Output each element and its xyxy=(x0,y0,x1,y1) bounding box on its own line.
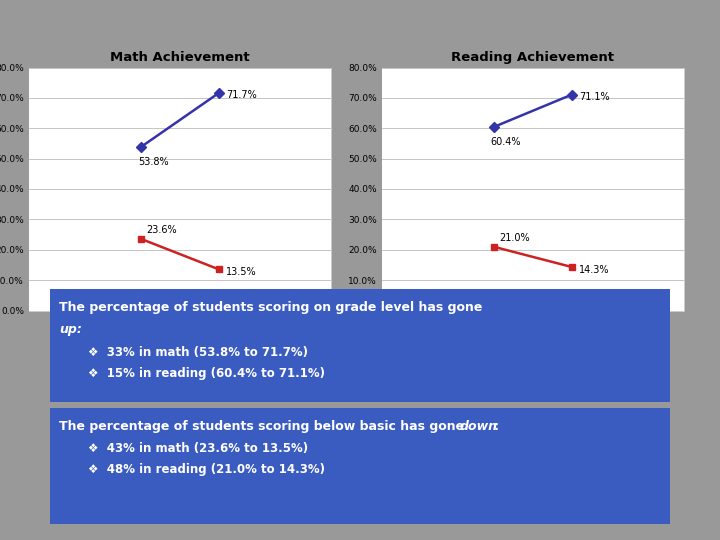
Reading Adv/Prof xyxy=(490,124,498,130)
Line: Math Below Basic: Math Below Basic xyxy=(138,235,222,273)
Text: 21.0%: 21.0% xyxy=(499,233,530,243)
Reading Below Basic xyxy=(567,264,576,271)
Text: ❖  43% in math (23.6% to 13.5%): ❖ 43% in math (23.6% to 13.5%) xyxy=(88,442,308,455)
Text: 13.5%: 13.5% xyxy=(226,267,257,277)
Text: 60.4%: 60.4% xyxy=(491,137,521,147)
Legend: Math Adv/Prof, Math Below Basic: Math Adv/Prof, Math Below Basic xyxy=(84,359,276,374)
Text: 14.3%: 14.3% xyxy=(579,265,609,275)
Reading Adv/Prof xyxy=(567,91,576,98)
Text: ❖  33% in math (53.8% to 71.7%): ❖ 33% in math (53.8% to 71.7%) xyxy=(88,346,308,359)
Text: 71.7%: 71.7% xyxy=(226,90,257,100)
Title: Reading Achievement: Reading Achievement xyxy=(451,51,614,64)
Text: down: down xyxy=(459,420,498,433)
Math Adv/Prof xyxy=(137,144,145,150)
Line: Reading Adv/Prof: Reading Adv/Prof xyxy=(490,91,575,131)
Math Adv/Prof xyxy=(215,90,223,96)
Reading Below Basic xyxy=(490,244,498,250)
Title: Math Achievement: Math Achievement xyxy=(110,51,250,64)
Text: 71.1%: 71.1% xyxy=(579,92,610,102)
Text: The percentage of students scoring below basic has gone: The percentage of students scoring below… xyxy=(59,420,469,433)
Text: ❖  48% in reading (21.0% to 14.3%): ❖ 48% in reading (21.0% to 14.3%) xyxy=(88,463,325,476)
Text: up:: up: xyxy=(59,323,82,336)
Line: Math Adv/Prof: Math Adv/Prof xyxy=(138,89,222,151)
Math Below Basic xyxy=(137,235,145,242)
Text: 23.6%: 23.6% xyxy=(146,225,177,235)
Text: 53.8%: 53.8% xyxy=(138,157,168,167)
Text: ❖  15% in reading (60.4% to 71.1%): ❖ 15% in reading (60.4% to 71.1%) xyxy=(88,367,325,380)
Legend: Reading Adv/Prof, Reading Below Basic: Reading Adv/Prof, Reading Below Basic xyxy=(423,359,643,374)
Line: Reading Below Basic: Reading Below Basic xyxy=(490,243,575,271)
Text: The percentage of students scoring on grade level has gone: The percentage of students scoring on gr… xyxy=(59,301,482,314)
Text: :: : xyxy=(493,420,498,433)
Math Below Basic xyxy=(215,266,223,273)
